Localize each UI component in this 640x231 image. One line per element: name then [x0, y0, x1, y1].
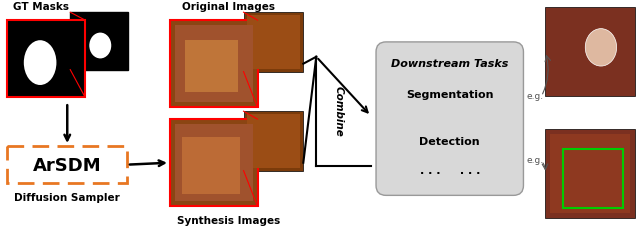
FancyBboxPatch shape	[244, 12, 303, 72]
Text: Segmentation: Segmentation	[406, 90, 493, 100]
FancyBboxPatch shape	[550, 134, 630, 213]
FancyBboxPatch shape	[175, 124, 253, 201]
Ellipse shape	[24, 40, 56, 85]
FancyBboxPatch shape	[170, 119, 257, 206]
Text: Downstream Tasks: Downstream Tasks	[391, 59, 508, 69]
FancyBboxPatch shape	[376, 42, 524, 195]
FancyBboxPatch shape	[8, 20, 85, 97]
Text: Synthesis Images: Synthesis Images	[177, 216, 280, 226]
FancyBboxPatch shape	[246, 15, 300, 69]
Text: · · ·     · · ·: · · · · · ·	[420, 169, 480, 179]
Text: GT Masks: GT Masks	[13, 2, 69, 12]
Text: ArSDM: ArSDM	[33, 157, 102, 175]
Text: Combine: Combine	[333, 86, 343, 137]
FancyBboxPatch shape	[182, 137, 239, 194]
Ellipse shape	[90, 33, 111, 58]
Text: e.g.: e.g.	[527, 92, 543, 101]
FancyBboxPatch shape	[70, 12, 128, 70]
FancyBboxPatch shape	[246, 114, 300, 168]
FancyBboxPatch shape	[175, 25, 253, 102]
FancyBboxPatch shape	[244, 111, 303, 171]
Text: Detection: Detection	[419, 137, 480, 147]
Text: Diffusion Sampler: Diffusion Sampler	[14, 193, 120, 203]
FancyBboxPatch shape	[545, 7, 635, 96]
FancyBboxPatch shape	[170, 20, 257, 107]
FancyBboxPatch shape	[185, 40, 237, 92]
Text: Original Images: Original Images	[182, 2, 275, 12]
Ellipse shape	[585, 29, 617, 66]
Text: e.g.: e.g.	[527, 156, 543, 165]
FancyBboxPatch shape	[545, 129, 635, 218]
